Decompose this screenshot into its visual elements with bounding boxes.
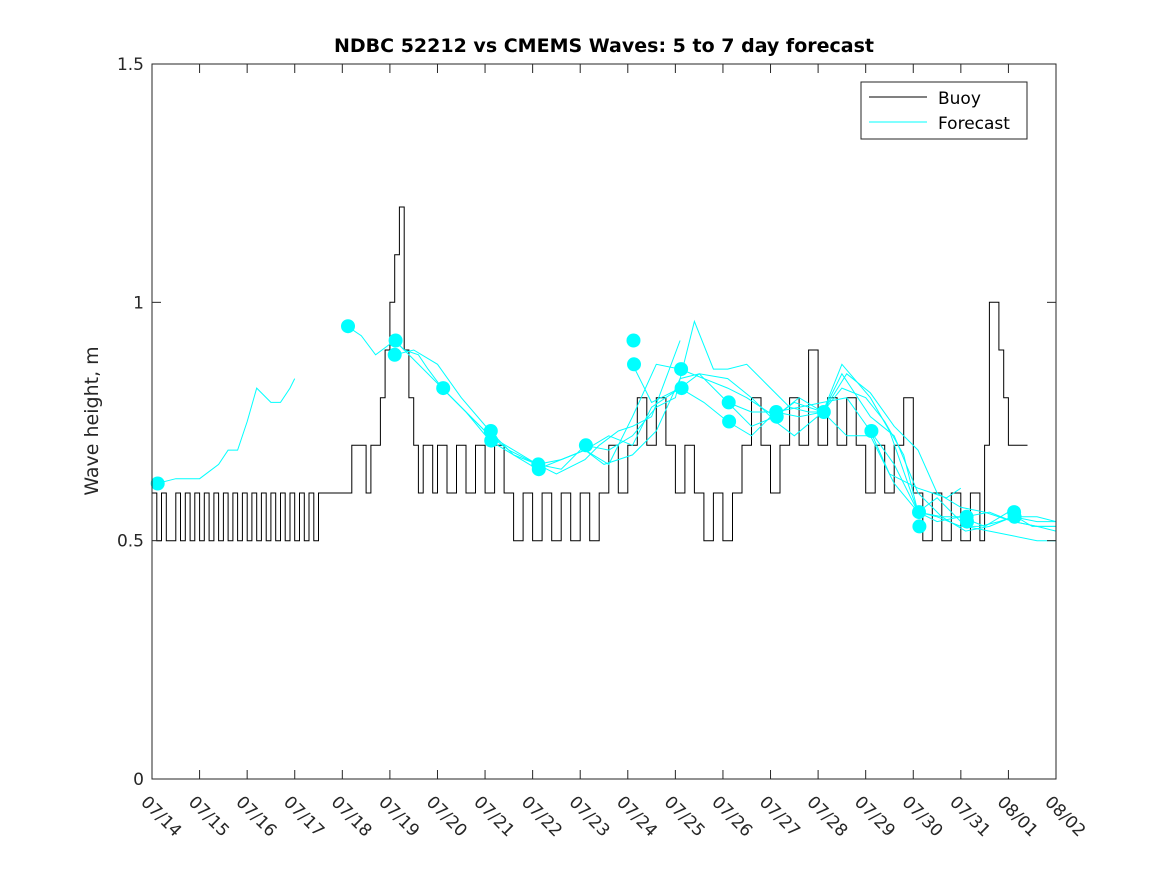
x-tick-label: 07/21 — [470, 792, 519, 841]
chart-title: NDBC 52212 vs CMEMS Waves: 5 to 7 day fo… — [334, 35, 874, 57]
forecast-start-marker — [484, 433, 499, 448]
axes-frame — [151, 63, 1057, 780]
forecast-line-9 — [869, 430, 962, 499]
forecast-start-marker — [578, 438, 593, 453]
x-tick-label: 08/02 — [1040, 792, 1089, 841]
forecast-start-marker — [721, 395, 736, 410]
x-tick-label: 07/16 — [232, 792, 281, 841]
x-tick-label: 07/30 — [898, 792, 947, 841]
y-axis-label: Wave height, m — [81, 346, 103, 495]
forecast-start-marker — [626, 333, 641, 348]
axis-ticks: 07/1407/1507/1607/1707/1807/1907/2007/21… — [117, 55, 1089, 841]
x-tick-label: 07/25 — [660, 792, 709, 841]
forecast-start-marker — [1007, 509, 1022, 524]
legend-forecast-label: Forecast — [938, 114, 1010, 134]
forecast-line-6 — [584, 372, 1057, 532]
x-tick-label: 07/31 — [945, 792, 994, 841]
x-tick-label: 07/28 — [803, 792, 852, 841]
y-tick-label: 0.5 — [117, 532, 144, 552]
forecast-start-marker — [627, 357, 641, 372]
x-tick-label: 07/22 — [517, 792, 566, 841]
x-tick-label: 07/26 — [707, 792, 756, 841]
x-tick-label: 07/29 — [850, 792, 899, 841]
y-tick-label: 0 — [133, 770, 144, 790]
plot-area — [150, 206, 1057, 542]
forecast-start-marker — [769, 409, 784, 424]
x-tick-label: 07/24 — [612, 792, 661, 841]
forecast-start-marker — [387, 347, 402, 362]
legend-buoy-label: Buoy — [938, 89, 981, 109]
x-tick-label: 07/19 — [374, 792, 423, 841]
forecast-start-marker — [912, 505, 926, 520]
legend: Buoy Forecast — [860, 81, 1028, 140]
legend-box — [860, 81, 1028, 140]
forecast-start-marker — [864, 424, 879, 438]
x-tick-label: 07/20 — [422, 792, 471, 841]
forecast-start-marker — [388, 333, 403, 348]
forecast-start-marker — [722, 414, 737, 429]
forecast-line-8 — [727, 401, 1056, 527]
forecast-start-marker — [531, 462, 546, 477]
x-tick-label: 07/14 — [136, 792, 185, 841]
y-tick-label: 1 — [133, 293, 144, 313]
forecast-start-marker — [341, 319, 355, 334]
forecast-start-marker — [816, 405, 831, 419]
forecast-line-1 — [156, 378, 296, 484]
forecast-start-marker — [150, 476, 165, 491]
y-tick-label: 1.5 — [117, 55, 144, 75]
forecast-start-marker — [960, 514, 974, 529]
x-tick-label: 07/23 — [565, 792, 614, 841]
x-tick-label: 08/01 — [993, 792, 1042, 841]
x-tick-label: 07/27 — [755, 792, 804, 841]
forecast-start-marker — [436, 381, 451, 396]
forecast-start-marker — [674, 362, 689, 377]
forecast-start-marker — [674, 381, 689, 396]
x-tick-label: 07/18 — [327, 792, 376, 841]
forecast-line-7 — [632, 364, 1056, 527]
buoy-series-line — [152, 206, 1028, 542]
forecast-start-marker — [912, 519, 927, 534]
x-tick-label: 07/15 — [184, 792, 233, 841]
x-tick-label: 07/17 — [279, 792, 328, 841]
